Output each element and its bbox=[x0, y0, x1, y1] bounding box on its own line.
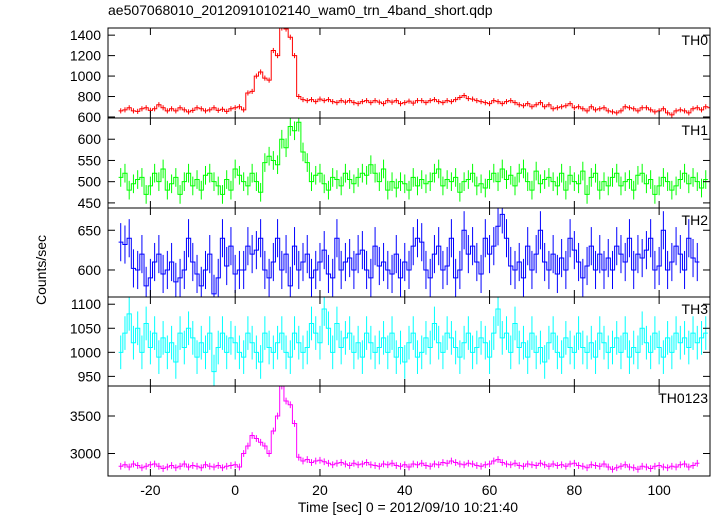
series-th2 bbox=[118, 208, 700, 297]
y-tick-label: 550 bbox=[78, 152, 102, 168]
panel-th0123: 3000 3500 TH0123 bbox=[70, 385, 711, 477]
panel-label: TH3 bbox=[682, 301, 709, 317]
y-tick-label: 600 bbox=[78, 109, 102, 125]
y-tick-label: 1000 bbox=[70, 68, 101, 84]
panel-label: TH0123 bbox=[658, 390, 708, 406]
series-th0123 bbox=[118, 386, 700, 473]
y-tick-label: 1400 bbox=[70, 27, 101, 43]
step-line bbox=[118, 213, 700, 295]
step-line bbox=[118, 28, 710, 116]
series-th0 bbox=[118, 28, 710, 118]
x-tick-label: 40 bbox=[397, 482, 413, 498]
y-axis-label: Counts/sec bbox=[33, 235, 49, 305]
y-tick-label: 650 bbox=[78, 222, 102, 238]
y-tick-label: 600 bbox=[78, 131, 102, 147]
x-axis-label: Time [sec] 0 = 2012/09/10 10:21:40 bbox=[298, 499, 518, 515]
x-tick-label: -20 bbox=[140, 482, 160, 498]
y-tick-label: 1100 bbox=[71, 296, 101, 312]
panel-th3: 950 1000 1050 1100 TH3 bbox=[70, 296, 711, 387]
series-th1 bbox=[118, 118, 708, 204]
step-line bbox=[118, 121, 708, 195]
series-th3 bbox=[118, 297, 708, 386]
x-tick-label: 100 bbox=[647, 482, 671, 498]
chart-title: ae507068010_20120910102140_wam0_trn_4ban… bbox=[108, 2, 493, 18]
y-tick-label: 500 bbox=[78, 174, 102, 190]
x-tick-label: 0 bbox=[231, 482, 239, 498]
panel-th1: 450 500 550 600 TH1 bbox=[78, 117, 711, 211]
panel-th2: 600 650 TH2 bbox=[78, 207, 711, 298]
panel-label: TH0 bbox=[682, 32, 709, 48]
panel-label: TH2 bbox=[682, 212, 709, 228]
y-tick-label: 3500 bbox=[70, 408, 101, 424]
y-tick-label: 600 bbox=[78, 262, 102, 278]
panel-frame bbox=[107, 27, 711, 119]
panel-th0: 600 800 1000 1200 1400 TH0 bbox=[70, 27, 711, 125]
y-tick-label: 950 bbox=[78, 368, 102, 384]
x-tick-label: 20 bbox=[312, 482, 328, 498]
y-tick-label: 450 bbox=[78, 195, 102, 211]
step-line bbox=[118, 386, 700, 470]
x-tick-label: 60 bbox=[482, 482, 498, 498]
y-tick-label: 1200 bbox=[70, 48, 101, 64]
panel-label: TH1 bbox=[682, 122, 709, 138]
y-tick-label: 800 bbox=[78, 89, 102, 105]
step-line bbox=[118, 308, 708, 373]
y-tick-label: 1050 bbox=[70, 320, 101, 336]
panel-frame bbox=[107, 385, 711, 477]
x-tick-label: 80 bbox=[567, 482, 583, 498]
y-tick-label: 3000 bbox=[70, 446, 101, 462]
y-tick-label: 1000 bbox=[70, 344, 101, 360]
